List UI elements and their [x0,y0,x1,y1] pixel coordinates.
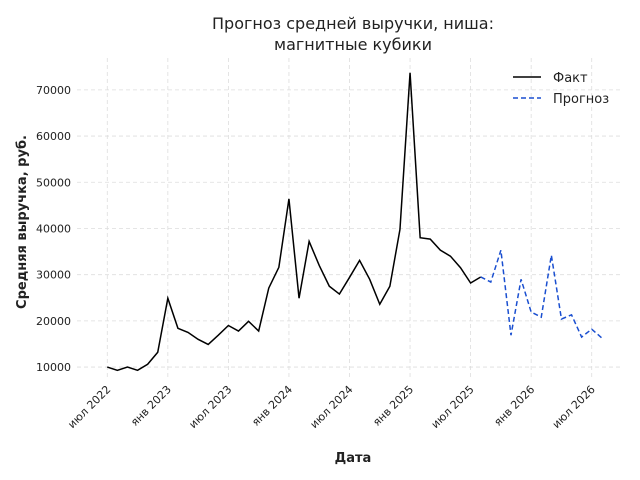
x-tick-label: июл 2025 [429,383,477,431]
y-tick-label: 40000 [36,222,71,235]
y-tick-label: 70000 [36,84,71,97]
legend-label: Прогноз [553,92,609,107]
legend-label: Факт [553,71,588,86]
y-tick-label: 20000 [36,315,71,328]
y-tick-label: 50000 [36,176,71,189]
x-tick-label: янв 2025 [370,383,416,429]
y-axis-label: Средняя выручка, руб. [15,135,30,309]
x-tick-label: янв 2026 [491,383,537,429]
x-tick-label: июл 2023 [186,383,234,431]
x-axis-label: Дата [335,451,372,466]
series-line [480,249,603,339]
x-tick-label: июл 2026 [550,383,598,431]
y-tick-label: 10000 [36,361,71,374]
x-tick-label: янв 2023 [128,383,174,429]
chart-title: магнитные кубики [274,35,432,54]
x-tick-label: июл 2024 [308,383,356,431]
chart-title: Прогноз средней выручки, ниша: [212,14,494,33]
series-line [107,72,482,372]
x-tick-label: июл 2022 [65,383,113,431]
y-tick-label: 30000 [36,269,71,282]
x-tick-label: янв 2024 [249,383,295,429]
y-tick-label: 60000 [36,130,71,143]
